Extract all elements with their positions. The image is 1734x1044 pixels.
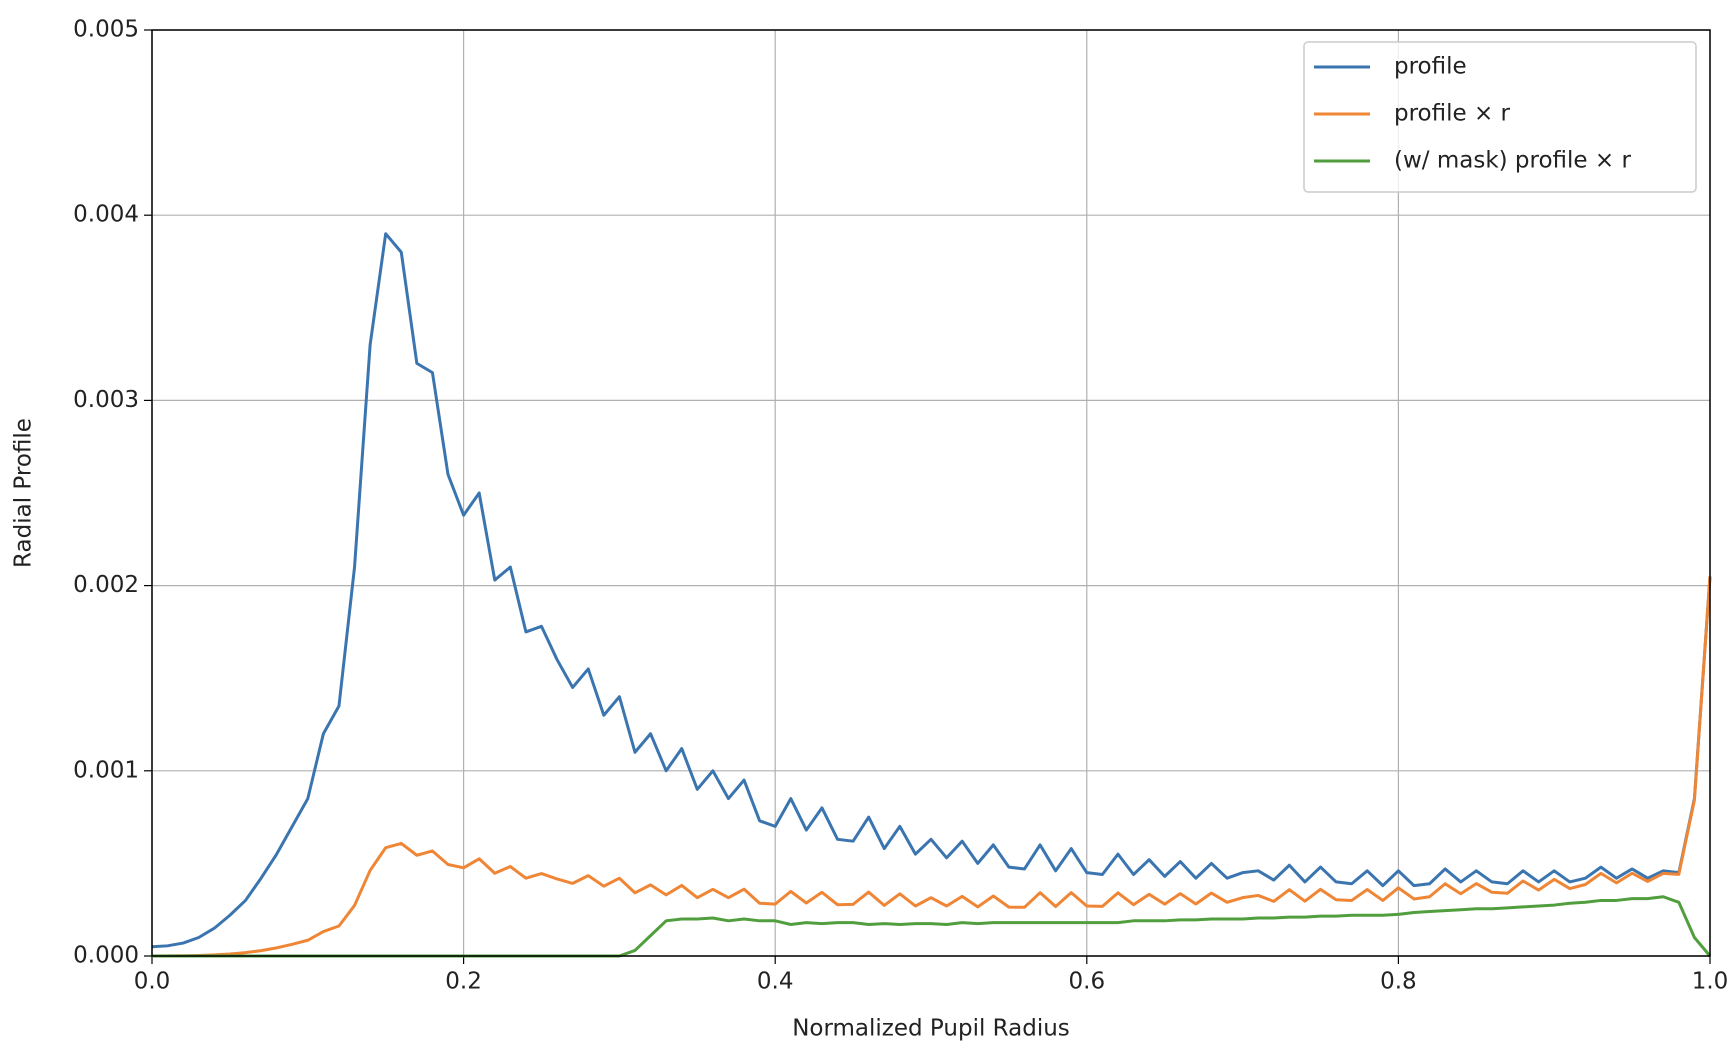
legend-label: profile — [1394, 54, 1467, 80]
x-tick-label: 0.2 — [445, 969, 482, 995]
legend-box — [1303, 41, 1697, 193]
line-series — [152, 895, 1712, 958]
legend-label: (w/ mask) profile × r — [1394, 148, 1631, 174]
x-tick-label: 0.0 — [134, 969, 171, 995]
line-series — [151, 576, 1712, 958]
x-tick-label: 1.0 — [1692, 969, 1729, 995]
x-tick-label: 0.6 — [1069, 969, 1106, 995]
y-tick-label: 0.002 — [73, 572, 139, 598]
line-series — [151, 232, 1712, 949]
y-tick-label: 0.000 — [73, 943, 139, 969]
y-tick-label: 0.003 — [73, 387, 139, 413]
y-tick-label: 0.005 — [73, 17, 139, 43]
x-tick-label: 0.4 — [757, 969, 794, 995]
y-tick-label: 0.001 — [73, 757, 139, 783]
legend-label: profile × r — [1394, 101, 1511, 127]
plot-frame — [151, 29, 1711, 957]
y-axis-label: Radial Profile — [11, 418, 37, 568]
x-tick-label: 0.8 — [1380, 969, 1417, 995]
x-axis-label: Normalized Pupil Radius — [792, 1016, 1070, 1042]
y-tick-label: 0.004 — [73, 202, 139, 228]
